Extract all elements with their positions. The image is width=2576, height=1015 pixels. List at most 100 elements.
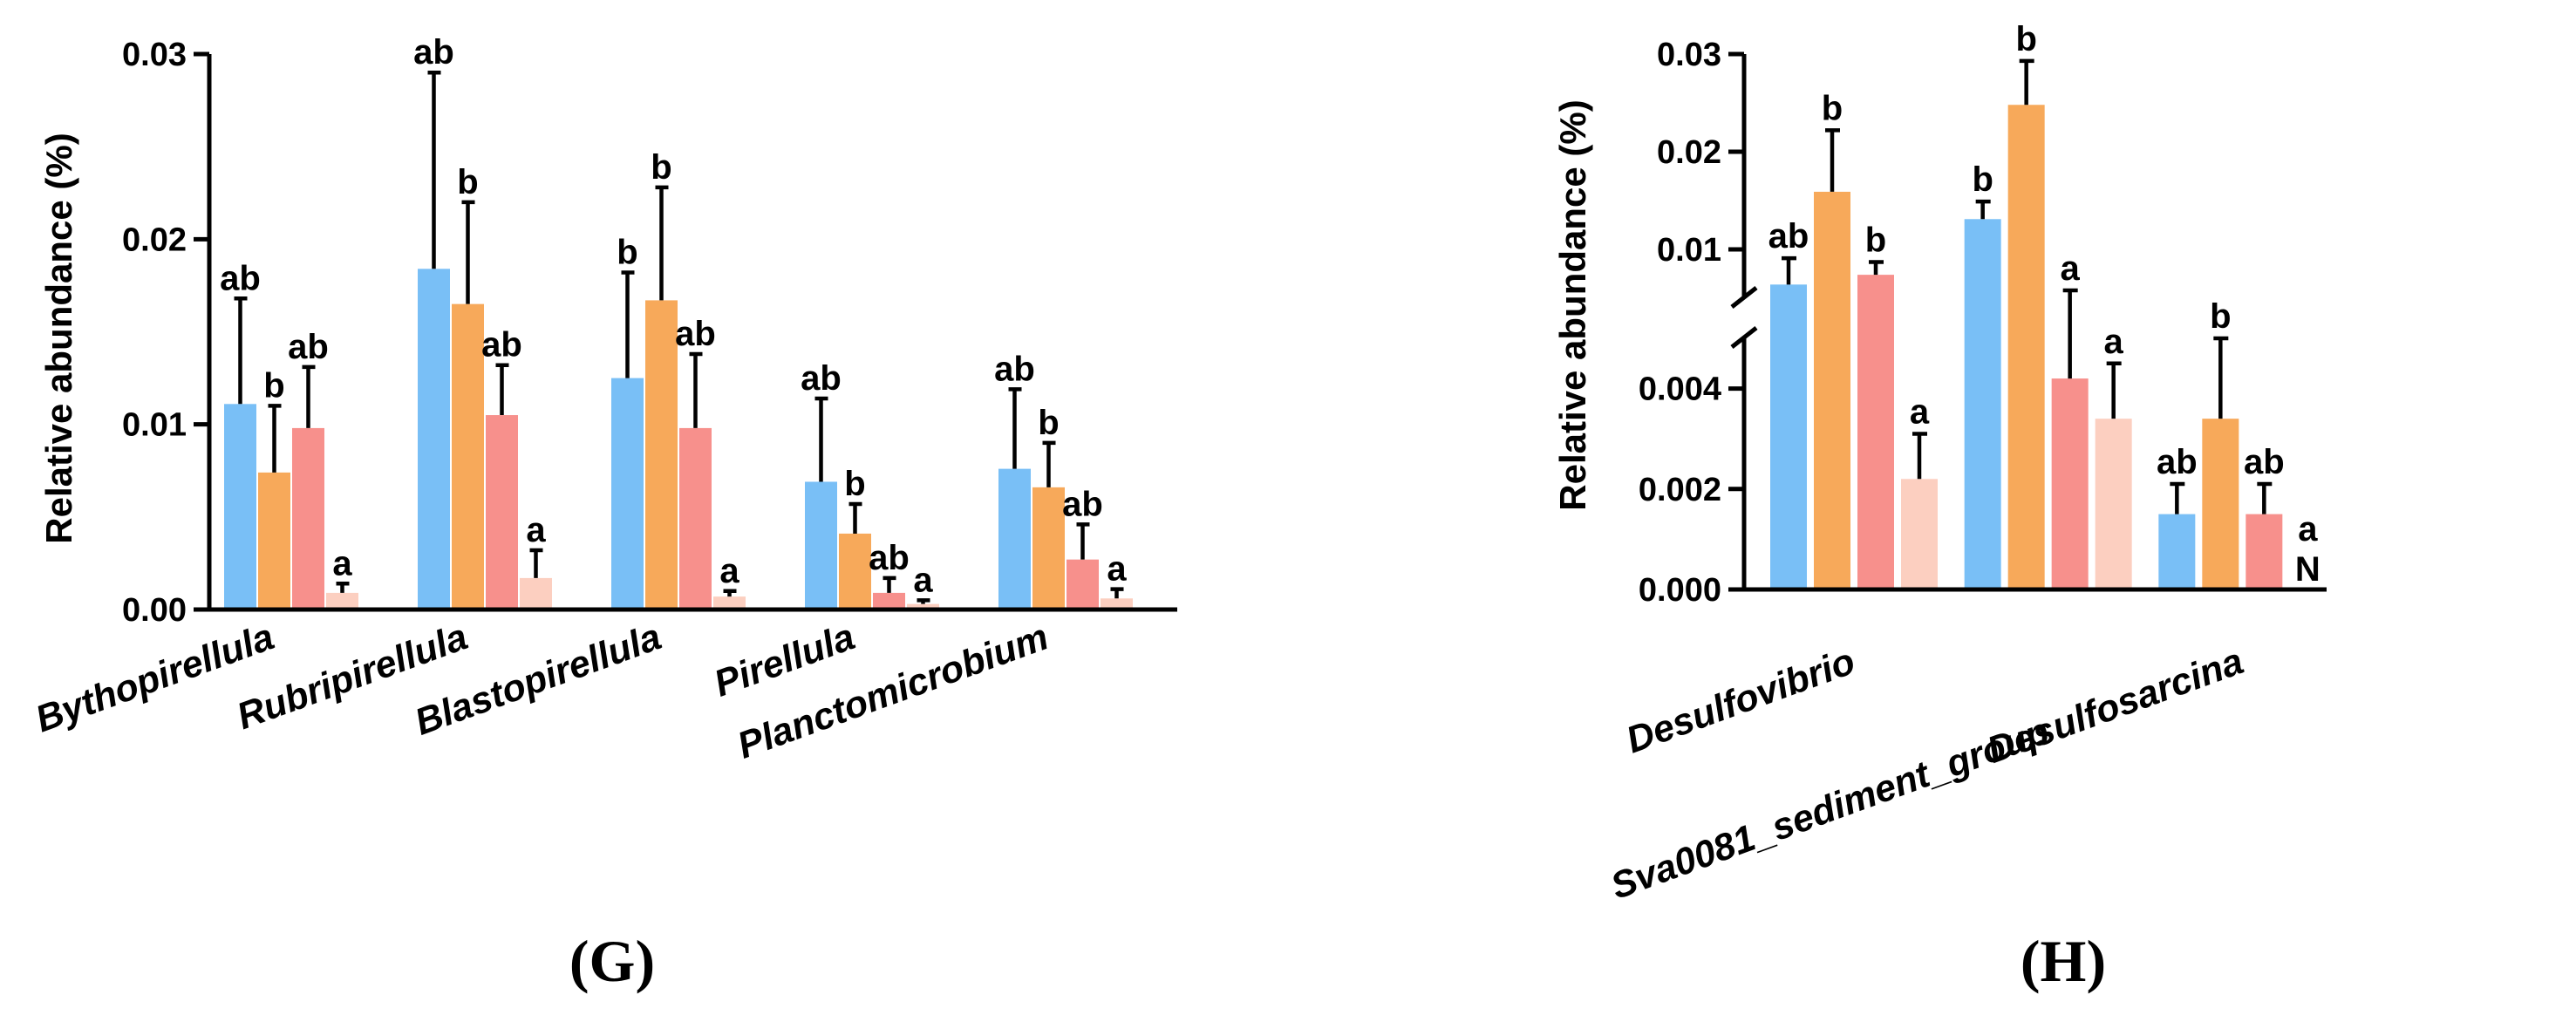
significance-letter: ab [481,326,522,364]
significance-letter: a [332,544,352,582]
y-tick-label: 0.03 [122,37,187,73]
chart-g-bars [224,269,1133,610]
significance-letter: b [617,234,637,272]
bar [258,472,290,610]
error-bar [2213,336,2229,419]
significance-letter: b [457,163,478,201]
significance-letter: b [844,465,865,503]
significance-letter: ab [2157,443,2198,481]
bar [2007,105,2045,590]
significance-letter: b [2210,297,2231,336]
significance-letter: b [1038,404,1059,442]
error-bar [529,548,543,578]
error-bar [723,589,737,597]
error-bar [2019,58,2034,106]
error-bar [1110,587,1124,599]
error-bar [1042,440,1056,487]
significance-letter: a [526,511,546,549]
significance-letter: ab [1768,217,1809,255]
significance-letter: ab [413,33,454,72]
bar [873,592,905,610]
bar [452,303,484,610]
significance-letter: ab [801,359,842,398]
error-bar [655,185,669,301]
significance-letter: a [719,552,739,590]
error-bar [268,404,282,473]
bar [1032,487,1065,610]
bar [2202,419,2239,589]
chart-g-category-labels: BythopirellulaRubripirellulaBlastopirell… [31,616,1054,766]
bar [2095,419,2132,589]
y-tick-label: 0.02 [1657,134,1721,171]
bar [839,533,871,610]
bar [418,269,450,610]
significance-letter: a [2104,323,2124,361]
bar [1814,191,1850,590]
chart-g-axes [207,54,1177,612]
error-bar [814,396,828,482]
bar [998,468,1031,610]
chart-g-ylabel: Relative abundance (%) [38,133,79,543]
y-tick-label: 0.02 [122,221,187,258]
error-bar [621,270,635,378]
bar [1101,598,1133,610]
chart-g-panel-label: (G) [569,928,655,994]
bar [645,300,678,610]
bar [1067,559,1099,610]
error-bar [2062,288,2078,379]
bar [1857,275,1894,589]
error-bar [917,598,930,604]
chart-h: Relative abundance (%) 0.0000.0020.0040.… [1552,20,2327,994]
significance-letter: ab [869,539,910,577]
bar [611,378,644,610]
significance-letter: ab [994,350,1035,388]
category-label: Desulfovibrio [1621,640,1861,761]
error-bar [1825,128,1840,192]
error-bar [302,364,316,428]
significance-letter: a [2061,249,2081,288]
chart-g-y-ticks: 0.00 0.01 0.02 0.03 [122,37,209,629]
chart-h-axis-break-mark [1730,286,1758,349]
chart-g-error-bars [234,70,1124,604]
significance-letter: ab [2244,443,2285,481]
significance-letter: b [2015,20,2036,58]
y-tick-label: 0.01 [1657,232,1721,269]
bar [907,603,939,610]
bar [520,577,552,610]
error-bar [1912,432,1927,480]
significance-letter: a [913,561,933,599]
significance-letter: ab [220,259,261,297]
error-bar [495,363,509,416]
significance-letter: a [2298,510,2318,548]
chart-h-panel-label: (H) [2021,928,2106,994]
significance-letter: b [1822,89,1843,127]
significance-letter: ab [1062,485,1103,523]
y-tick-label: 0.03 [1657,37,1721,73]
y-tick-label: 0.01 [122,407,187,444]
bar [292,427,324,610]
error-bar [2170,481,2185,514]
error-bar [336,582,350,593]
chart-h-category-labels: DesulfovibrioSva0081_sediment_groupDesul… [1605,640,2249,908]
error-bar [1076,522,1090,560]
y-tick-label: 0.002 [1639,472,1721,508]
significance-letter: ab [675,315,716,353]
category-label: Planctomicrobium [733,616,1054,766]
bar [805,481,837,610]
chart-h-ylabel: Relative abundance (%) [1552,99,1593,510]
significance-letter: b [263,366,284,405]
significance-letter: b [651,148,671,187]
error-bar [2257,481,2273,514]
significance-letter: b [1972,160,1993,199]
error-bar [883,576,896,593]
chart-h-axes [1741,54,2327,592]
bar [1901,479,1938,589]
bar [713,596,746,610]
error-bar [1782,255,1796,285]
error-bar [1975,199,1991,220]
significance-letter: b [1865,221,1886,260]
error-bar [427,70,441,269]
